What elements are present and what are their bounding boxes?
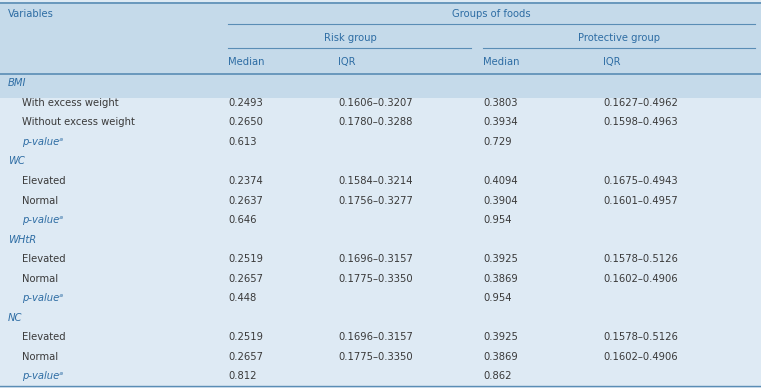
Text: 0.954: 0.954 <box>483 215 511 225</box>
Text: 0.1578–0.5126: 0.1578–0.5126 <box>603 332 678 342</box>
Text: Median: Median <box>483 57 520 67</box>
Text: IQR: IQR <box>603 57 620 67</box>
Text: 0.1578–0.5126: 0.1578–0.5126 <box>603 254 678 264</box>
Text: 0.2650: 0.2650 <box>228 118 263 128</box>
Text: 0.1780–0.3288: 0.1780–0.3288 <box>338 118 412 128</box>
Text: Elevated: Elevated <box>22 254 65 264</box>
Text: Protective group: Protective group <box>578 33 660 43</box>
Text: Elevated: Elevated <box>22 332 65 342</box>
Text: 0.2519: 0.2519 <box>228 332 263 342</box>
Text: Risk group: Risk group <box>324 33 377 43</box>
Text: Groups of foods: Groups of foods <box>452 9 531 19</box>
Text: 0.729: 0.729 <box>483 137 511 147</box>
Text: 0.2657: 0.2657 <box>228 352 263 362</box>
Text: WHtR: WHtR <box>8 234 37 244</box>
Text: 0.954: 0.954 <box>483 293 511 303</box>
Text: With excess weight: With excess weight <box>22 98 119 108</box>
Text: 0.1601–0.4957: 0.1601–0.4957 <box>603 196 678 206</box>
Text: 0.862: 0.862 <box>483 371 511 381</box>
Text: 0.3869: 0.3869 <box>483 274 517 284</box>
Text: IQR: IQR <box>338 57 355 67</box>
Text: 0.2637: 0.2637 <box>228 196 263 206</box>
Text: Normal: Normal <box>22 196 58 206</box>
Text: 0.1756–0.3277: 0.1756–0.3277 <box>338 196 413 206</box>
Text: 0.1598–0.4963: 0.1598–0.4963 <box>603 118 677 128</box>
Text: 0.3925: 0.3925 <box>483 332 518 342</box>
Text: p-valueᵃ: p-valueᵃ <box>22 293 63 303</box>
Text: 0.1675–0.4943: 0.1675–0.4943 <box>603 176 677 186</box>
Text: 0.3869: 0.3869 <box>483 352 517 362</box>
Text: 0.2657: 0.2657 <box>228 274 263 284</box>
Text: 0.1602–0.4906: 0.1602–0.4906 <box>603 352 677 362</box>
Text: 0.3934: 0.3934 <box>483 118 517 128</box>
Text: Elevated: Elevated <box>22 176 65 186</box>
Text: 0.3803: 0.3803 <box>483 98 517 108</box>
Text: p-valueᵃ: p-valueᵃ <box>22 371 63 381</box>
Text: WC: WC <box>8 156 25 166</box>
Text: 0.613: 0.613 <box>228 137 256 147</box>
Text: Normal: Normal <box>22 352 58 362</box>
Text: 0.448: 0.448 <box>228 293 256 303</box>
Text: 0.1696–0.3157: 0.1696–0.3157 <box>338 332 413 342</box>
Text: 0.3904: 0.3904 <box>483 196 517 206</box>
Text: Without excess weight: Without excess weight <box>22 118 135 128</box>
Text: 0.2374: 0.2374 <box>228 176 263 186</box>
Text: 0.1775–0.3350: 0.1775–0.3350 <box>338 274 412 284</box>
Text: 0.1775–0.3350: 0.1775–0.3350 <box>338 352 412 362</box>
Text: NC: NC <box>8 313 23 322</box>
Text: Variables: Variables <box>8 9 54 19</box>
Text: 0.812: 0.812 <box>228 371 256 381</box>
Bar <box>0 2 761 97</box>
Text: 0.1602–0.4906: 0.1602–0.4906 <box>603 274 677 284</box>
Text: p-valueᵃ: p-valueᵃ <box>22 137 63 147</box>
Text: Normal: Normal <box>22 274 58 284</box>
Text: 0.2493: 0.2493 <box>228 98 263 108</box>
Text: 0.4094: 0.4094 <box>483 176 517 186</box>
Text: 0.2519: 0.2519 <box>228 254 263 264</box>
Text: p-valueᵃ: p-valueᵃ <box>22 215 63 225</box>
Text: 0.1606–0.3207: 0.1606–0.3207 <box>338 98 412 108</box>
Text: 0.1584–0.3214: 0.1584–0.3214 <box>338 176 412 186</box>
Text: 0.1696–0.3157: 0.1696–0.3157 <box>338 254 413 264</box>
Text: BMI: BMI <box>8 78 27 88</box>
Text: 0.3925: 0.3925 <box>483 254 518 264</box>
Text: Median: Median <box>228 57 265 67</box>
Text: 0.1627–0.4962: 0.1627–0.4962 <box>603 98 678 108</box>
Text: 0.646: 0.646 <box>228 215 256 225</box>
